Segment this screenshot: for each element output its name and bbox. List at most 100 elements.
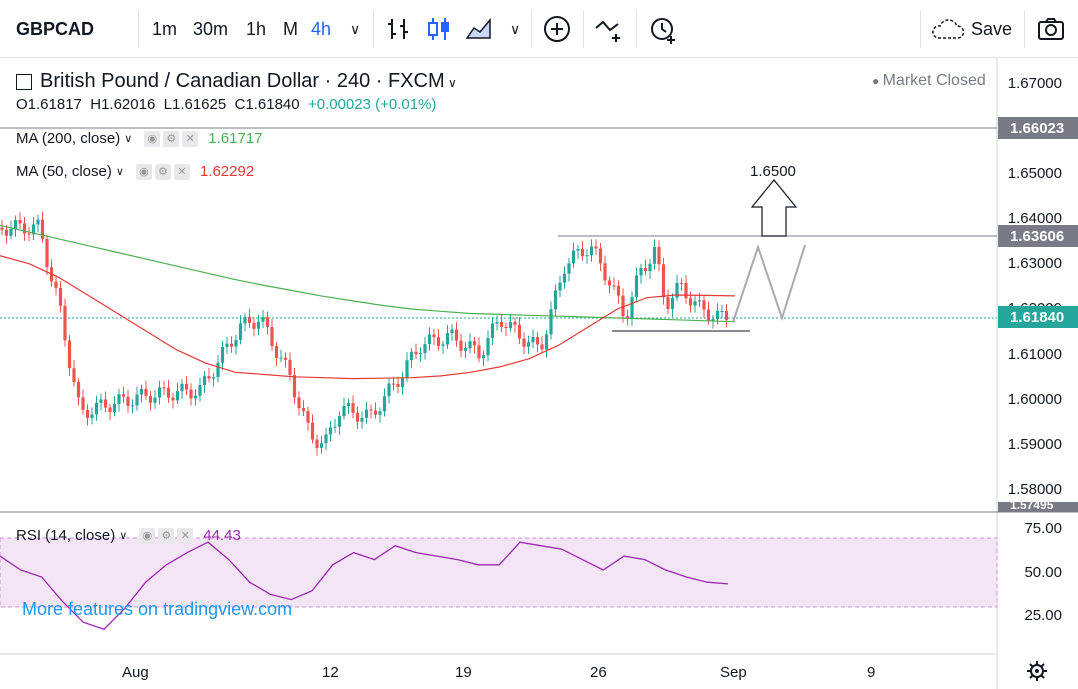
candle-body (315, 439, 319, 448)
candle-body (702, 300, 706, 310)
candle-body (189, 389, 193, 399)
bar-chart-icon[interactable] (384, 14, 414, 44)
chevron-down-icon[interactable]: ∨ (115, 166, 124, 178)
candle-body (216, 362, 220, 378)
rsi-tick: 75.00 (1024, 520, 1062, 537)
ma50-line (0, 255, 736, 380)
interval-30m[interactable]: 30m (193, 18, 229, 39)
collapse-icon[interactable] (16, 73, 32, 90)
candle-body (720, 311, 724, 313)
candle-body (405, 360, 409, 378)
ma200-legend[interactable]: MA (200, close) ∨ ◉ ⚙ ✕ 1.61717 (16, 130, 263, 147)
eye-icon[interactable]: ◉ (135, 163, 152, 180)
up-arrow-icon (750, 179, 798, 237)
date-tick: 19 (455, 664, 472, 681)
high-value: H1.62016 (90, 96, 156, 113)
candle-body (436, 337, 441, 346)
candle-body (99, 399, 103, 403)
candle-body (567, 263, 571, 274)
price-tick: 1.60000 (1007, 391, 1062, 408)
candle-body (495, 321, 499, 324)
chevron-down-icon[interactable]: ∨ (510, 20, 521, 37)
candle-body (126, 396, 130, 406)
candle-body (207, 376, 211, 379)
candle-body (63, 305, 67, 341)
interval-M[interactable]: M (283, 18, 298, 39)
candle-body (130, 405, 135, 407)
candle-body (355, 412, 360, 422)
candle-body (27, 233, 31, 235)
candle-body (513, 321, 517, 325)
chevron-down-icon[interactable]: ∨ (444, 76, 457, 90)
rsi-label: RSI (14, close) (16, 527, 116, 544)
ma50-label: MA (50, close) (16, 163, 112, 180)
gear-icon[interactable]: ⚙ (158, 527, 175, 544)
compare-icon[interactable] (594, 14, 624, 44)
interval-1m[interactable]: 1m (152, 18, 178, 39)
save-button[interactable]: Save (971, 18, 1013, 39)
candle-body (724, 311, 729, 321)
eye-icon[interactable]: ◉ (144, 130, 161, 147)
candle-body (648, 263, 652, 272)
candle-body (94, 402, 99, 415)
candle-body (67, 340, 72, 369)
cloud-icon[interactable] (930, 14, 966, 44)
settings-gear-icon[interactable] (1026, 660, 1048, 682)
candle-body (603, 263, 607, 281)
candle-body (553, 290, 558, 310)
chevron-down-icon[interactable]: ∨ (350, 20, 361, 37)
candle-body (36, 219, 40, 225)
gear-icon[interactable]: ⚙ (154, 163, 171, 180)
eye-icon[interactable]: ◉ (139, 527, 156, 544)
interval-1h[interactable]: 1h (246, 18, 267, 39)
rsi-legend[interactable]: RSI (14, close) ∨ ◉ ⚙ ✕ 44.43 (16, 527, 241, 544)
symbol-title: British Pound / Canadian Dollar · 240 · … (40, 70, 445, 92)
candle-body (333, 426, 337, 428)
candle-body (378, 411, 382, 415)
tradingview-watermark[interactable]: More features on tradingview.com (22, 599, 293, 619)
ma50-legend[interactable]: MA (50, close) ∨ ◉ ⚙ ✕ 1.62292 (16, 163, 254, 180)
candle-body (252, 323, 256, 329)
date-tick: 12 (322, 664, 339, 681)
chevron-down-icon[interactable]: ∨ (124, 133, 133, 145)
close-icon[interactable]: ✕ (177, 527, 194, 544)
candles-icon[interactable] (424, 14, 454, 44)
resistance-price-box: 1.66023 (998, 117, 1078, 139)
date-tick: Sep (720, 664, 747, 681)
candle-body (238, 323, 243, 340)
candle-body (486, 337, 490, 356)
candle-body (549, 309, 553, 335)
candle-body (301, 408, 306, 412)
candle-body (612, 285, 616, 287)
area-chart-icon[interactable] (464, 14, 494, 44)
close-icon[interactable]: ✕ (173, 163, 190, 180)
candle-body (594, 246, 598, 249)
symbol-label[interactable]: GBPCAD (16, 18, 95, 39)
candle-body (85, 409, 90, 418)
candle-body (148, 395, 153, 403)
candle-body (279, 357, 283, 359)
candle-body (40, 219, 45, 239)
interval-4h[interactable]: 4h (311, 18, 332, 39)
candle-body (76, 382, 81, 398)
chart-title[interactable]: British Pound / Canadian Dollar · 240 · … (16, 70, 457, 93)
alert-clock-icon[interactable] (648, 14, 678, 44)
candle-body (675, 282, 679, 298)
candle-body (459, 340, 463, 351)
price-tick: 1.61000 (1007, 346, 1062, 363)
candle-body (454, 329, 459, 341)
candle-body (562, 273, 567, 283)
close-icon[interactable]: ✕ (182, 130, 199, 147)
gear-icon[interactable]: ⚙ (163, 130, 180, 147)
chevron-down-icon[interactable]: ∨ (119, 530, 128, 542)
candle-body (180, 383, 184, 392)
candle-body (81, 397, 85, 410)
rsi-tick: 50.00 (1024, 564, 1062, 581)
rsi-tick: 25.00 (1024, 607, 1062, 624)
candle-body (225, 343, 229, 348)
divider (373, 10, 374, 48)
candle-body (108, 407, 112, 413)
camera-icon[interactable] (1036, 14, 1066, 44)
indicators-icon[interactable] (542, 14, 572, 44)
